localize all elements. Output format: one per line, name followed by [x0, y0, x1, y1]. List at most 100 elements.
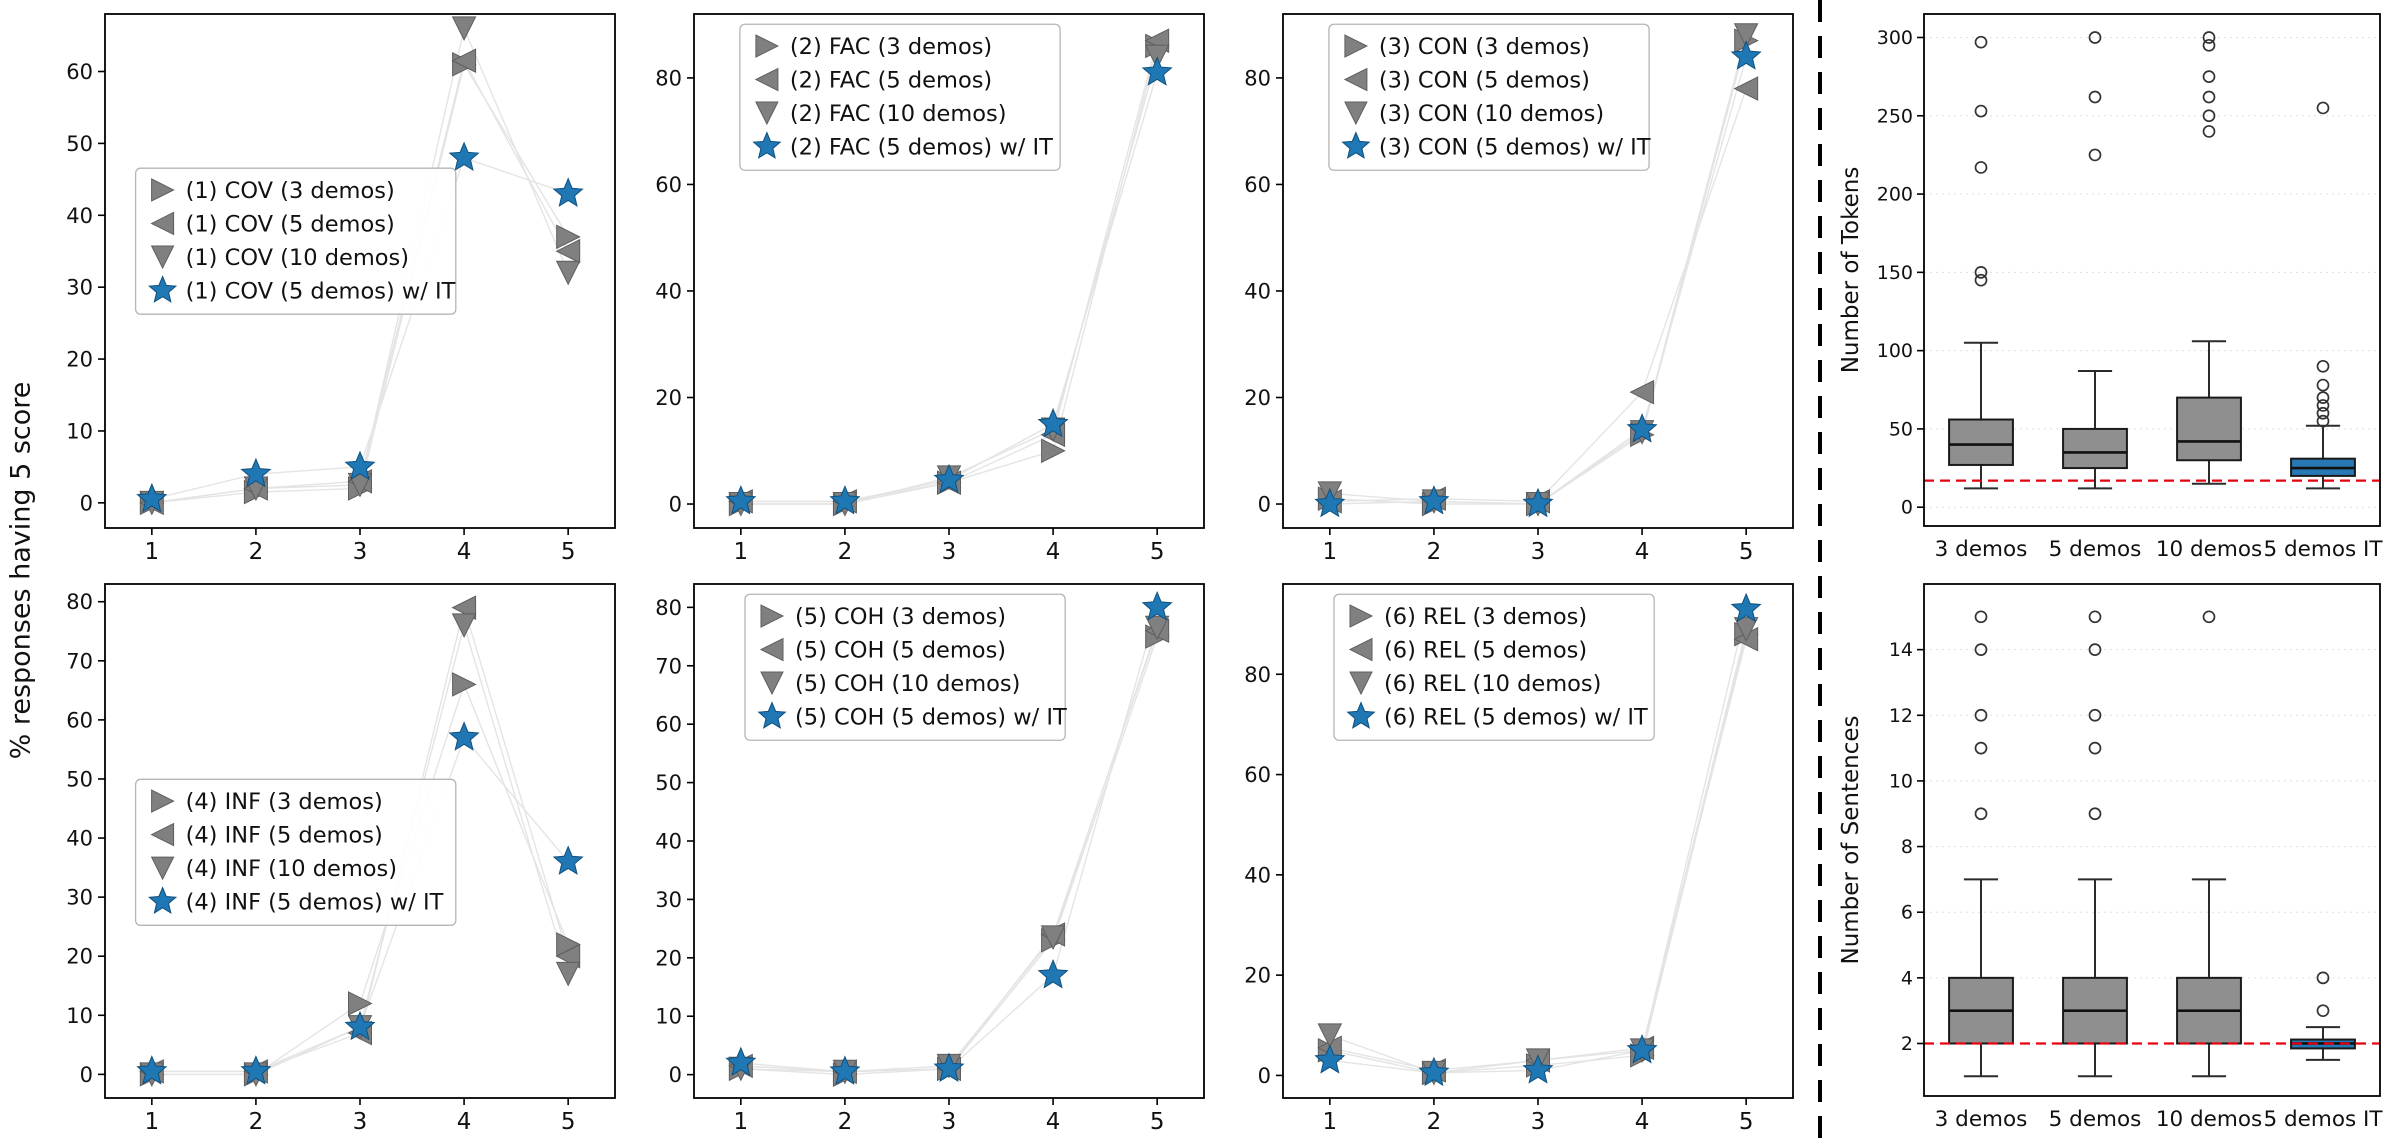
- y-tick-label: 60: [1244, 173, 1271, 197]
- star-marker: [552, 177, 584, 207]
- left-triangle-marker: [555, 238, 581, 264]
- scatter-grid: 0 10 20 30 40 50 60 1 2 3 4 5 (1) COV (3 demos) (1) C…: [42, 0, 1808, 1140]
- y-axis-label: Number of Tokens: [1838, 167, 1864, 374]
- y-tick-label: 8: [1901, 836, 1913, 858]
- chart-sentences: 2 4 6 8 10 12 14 Number of Sentences 3 demos 5 de…: [1832, 570, 2392, 1136]
- y-tick-label: 20: [1244, 964, 1271, 988]
- outlier-point: [1974, 161, 1988, 174]
- x-tick-label: 3: [353, 1109, 368, 1135]
- star-marker: [1037, 407, 1069, 438]
- legend-fac: (2) FAC (3 demos) (2) FAC (5 demos) (2) FA…: [739, 23, 1061, 171]
- right-triangle-marker: [151, 178, 176, 202]
- right-triangle-marker: [452, 672, 478, 697]
- outlier-point: [2202, 38, 2216, 52]
- legend-label: (1) COV (5 demos) w/ IT: [186, 278, 456, 304]
- left-triangle-marker: [150, 211, 175, 236]
- x-tick-label: 1: [145, 1109, 160, 1135]
- category-label: 5 demos IT: [2264, 537, 2384, 562]
- y-tick-label: 0: [80, 491, 93, 515]
- plot-area: [725, 28, 1173, 517]
- y-tick-label: 60: [655, 713, 682, 737]
- y-tick-label: 40: [655, 279, 682, 303]
- box-3-demos: 3 demos: [1935, 610, 2027, 1132]
- y-tick-label: 20: [67, 348, 94, 372]
- y-tick-label: 50: [1889, 418, 1913, 440]
- outlier-point: [2088, 643, 2102, 656]
- y-tick-label: 300: [1877, 27, 1913, 49]
- star-marker: [1313, 487, 1345, 518]
- outlier-point: [2316, 414, 2330, 428]
- x-tick-label: 4: [457, 1109, 472, 1135]
- legend-label: (1) COV (10 demos): [186, 245, 409, 271]
- outlier-point: [2202, 109, 2216, 123]
- outlier-point: [2316, 971, 2330, 985]
- y-tick-label: 50: [67, 132, 94, 156]
- x-tick-label: 3: [942, 1109, 957, 1135]
- legend-label: (3) CON (5 demos) w/ IT: [1379, 135, 1651, 161]
- outlier-point: [2202, 31, 2216, 44]
- left-triangle-marker: [1629, 379, 1654, 405]
- box-5-demos: 5 demos: [2049, 610, 2141, 1132]
- box-10-demos: 10 demos: [2156, 31, 2262, 562]
- y-tick-label: 10: [655, 1005, 682, 1029]
- star-marker: [344, 450, 376, 481]
- outlier-point: [2316, 399, 2330, 412]
- down-triangle-marker: [556, 961, 581, 987]
- scatter-plot-rel: 0 20 40 60 80 1 2 3 4 5 (6) REL (3 demos) (6) REL (…: [1219, 570, 1808, 1140]
- outlier-point: [1974, 807, 1988, 821]
- y-axis-label-column: % responses having 5 score: [0, 0, 42, 1140]
- left-triangle-marker: [451, 48, 477, 74]
- star-marker: [725, 485, 757, 515]
- down-triangle-marker: [452, 16, 477, 41]
- star-marker: [136, 1055, 168, 1085]
- star-marker: [829, 1055, 861, 1085]
- star-marker: [148, 275, 178, 303]
- down-triangle-marker: [755, 101, 779, 126]
- legend-label: (5) COH (3 demos): [795, 604, 1006, 630]
- category-label: 5 demos IT: [2264, 1107, 2384, 1132]
- right-triangle-marker: [1041, 438, 1066, 464]
- category-label: 5 demos: [2049, 537, 2142, 562]
- category-label: 10 demos: [2156, 537, 2262, 562]
- star-marker: [1626, 1034, 1658, 1064]
- scatter-plot-coh: 0 10 20 30 40 50 60 70 80 1 2 3 4 5 (5) COH (3 demos)(…: [631, 570, 1220, 1140]
- legend-label: (6) REL (10 demos): [1384, 671, 1601, 697]
- scatter-plot-con: 0 20 40 60 80 1 2 3 4 5 (3) CON (3 demos) (3) CON (…: [1219, 0, 1808, 570]
- x-tick-label: 5: [561, 1109, 576, 1135]
- y-tick-label: 20: [67, 945, 94, 969]
- x-tick-label: 2: [838, 1109, 853, 1135]
- legend-label: (2) FAC (10 demos): [790, 101, 1007, 127]
- x-tick-label: 5: [1738, 1109, 1753, 1135]
- outlier-point: [2088, 807, 2102, 821]
- x-tick-label: 2: [249, 1109, 264, 1135]
- outlier-point: [1974, 741, 1988, 755]
- box-3-demos: 3 demos: [1935, 35, 2027, 562]
- down-triangle-marker: [1733, 23, 1759, 48]
- star-marker: [1313, 1044, 1345, 1074]
- shared-y-axis-label: % responses having 5 score: [5, 381, 37, 759]
- star-marker: [757, 701, 787, 729]
- outlier-point: [2202, 610, 2216, 624]
- outlier-point: [2088, 610, 2102, 624]
- outlier-point: [2316, 391, 2330, 404]
- scatter-plot-fac: 0 20 40 60 80 1 2 3 4 5 (2) FAC (3 demos) (2) FAC (…: [631, 0, 1220, 570]
- y-tick-label: 0: [1257, 493, 1270, 517]
- down-triangle-marker: [1040, 925, 1066, 950]
- x-tick-label: 4: [1634, 1109, 1649, 1135]
- section-divider: [1808, 0, 1832, 1140]
- star-marker: [136, 482, 168, 513]
- star-marker: [1730, 592, 1762, 623]
- legend-rel: (6) REL (3 demos) (6) REL (5 demos) (6) RE…: [1333, 593, 1655, 741]
- x-tick-label: 3: [942, 539, 957, 565]
- star-marker: [1141, 591, 1173, 621]
- y-tick-label: 80: [67, 590, 94, 614]
- y-tick-label: 0: [80, 1063, 93, 1087]
- down-triangle-marker: [760, 671, 784, 696]
- legend-label: (2) FAC (5 demos) w/ IT: [790, 135, 1053, 161]
- outlier-point: [1974, 273, 1988, 287]
- boxplot-tokens: 0 50 100 150 200 250 300 Number of Tokens 3 demo…: [1832, 0, 2392, 570]
- left-triangle-marker: [759, 637, 784, 662]
- legend-label: (3) CON (3 demos): [1379, 34, 1590, 60]
- legend-label: (2) FAC (5 demos): [790, 68, 992, 94]
- star-marker: [1037, 959, 1069, 989]
